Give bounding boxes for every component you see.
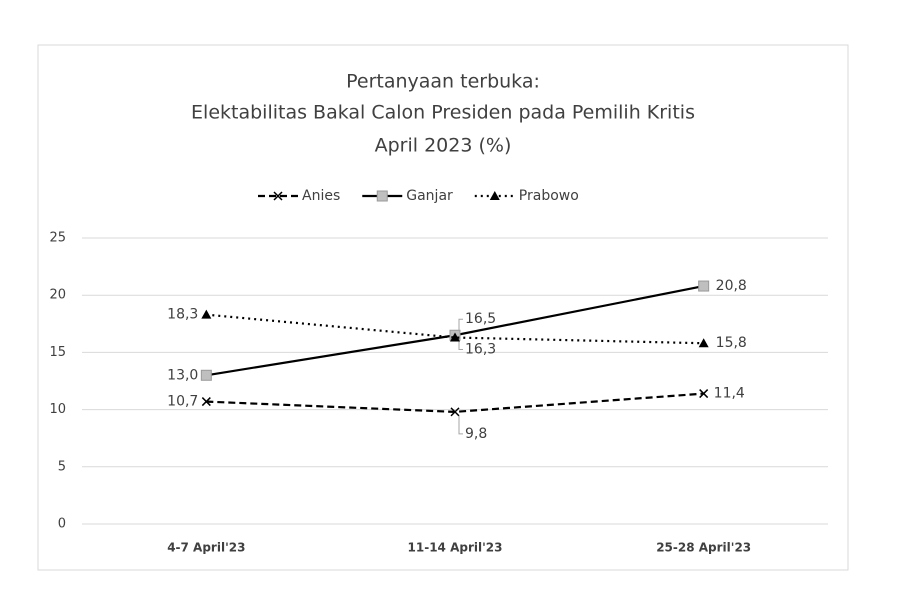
y-tick-label: 10	[49, 402, 66, 417]
data-point	[201, 309, 212, 319]
y-tick-label: 5	[58, 459, 66, 474]
y-tick-label: 20	[49, 288, 66, 303]
data-label: 16,3	[465, 342, 496, 358]
y-tick-label: 15	[49, 345, 66, 360]
legend-marker	[489, 191, 500, 200]
data-point	[201, 397, 211, 407]
data-label: 15,8	[716, 335, 747, 351]
leader-line	[458, 415, 463, 435]
data-point	[699, 389, 709, 399]
legend-label: Anies	[302, 188, 340, 204]
legend-label: Ganjar	[406, 188, 453, 204]
data-label: 10,7	[167, 394, 198, 410]
chart-title: Elektabilitas Bakal Calon Presiden pada …	[191, 102, 695, 124]
data-label: 20,8	[716, 278, 747, 294]
data-label: 9,8	[465, 426, 487, 442]
data-label: 16,5	[465, 311, 496, 327]
chart-frame	[37, 44, 849, 571]
data-point	[450, 407, 460, 417]
y-tick-label: 25	[49, 231, 66, 246]
data-label: 11,4	[714, 386, 745, 402]
x-tick-label: 25-28 April'23	[656, 541, 751, 555]
data-label: 13,0	[167, 367, 198, 383]
series-line	[206, 313, 704, 345]
x-tick-label: 4-7 April'23	[167, 541, 245, 555]
data-point	[200, 369, 212, 381]
data-point	[450, 332, 460, 342]
legend-marker	[376, 190, 388, 202]
legend-label: Prabowo	[519, 188, 579, 204]
y-tick-label: 0	[58, 517, 66, 532]
legend-marker	[273, 191, 283, 201]
data-point	[698, 280, 710, 292]
data-label: 18,3	[167, 307, 198, 323]
leader-line	[458, 318, 463, 332]
x-tick-label: 11-14 April'23	[408, 541, 503, 555]
chart-title: Pertanyaan terbuka:	[346, 71, 540, 93]
leader-line	[458, 341, 463, 351]
chart-title: April 2023 (%)	[375, 135, 512, 157]
data-point	[698, 338, 709, 348]
